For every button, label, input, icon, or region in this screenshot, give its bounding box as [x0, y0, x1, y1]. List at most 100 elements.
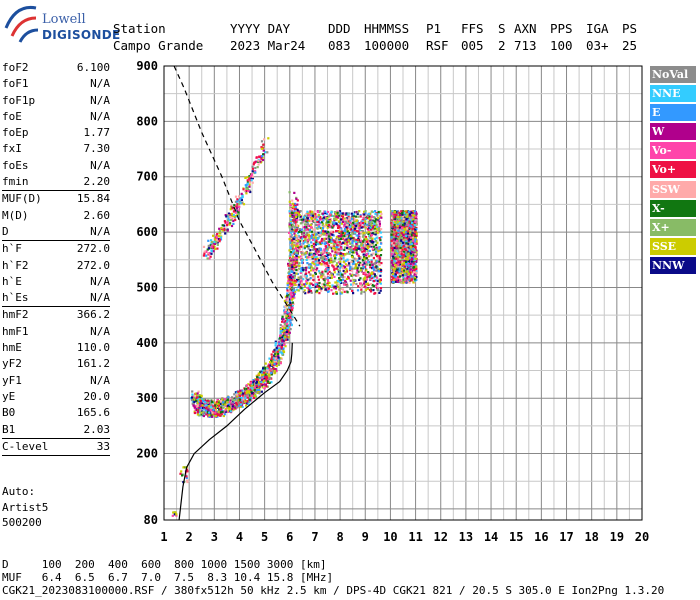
echo-point	[395, 257, 398, 260]
param-name: foF2	[2, 61, 29, 74]
echo-point	[291, 307, 294, 310]
echo-point	[342, 269, 345, 273]
echo-point	[374, 226, 377, 229]
echo-point	[397, 262, 400, 265]
echo-point	[313, 239, 316, 242]
echo-point	[351, 242, 354, 245]
echo-point	[371, 265, 374, 268]
echo-point	[403, 278, 406, 281]
echo-point	[406, 275, 409, 278]
echo-point	[295, 229, 298, 232]
echo-point	[255, 384, 258, 387]
header-label-pps: PPS	[550, 21, 573, 36]
param-name: h`F	[2, 242, 22, 256]
echo-point	[310, 241, 313, 244]
echo-point	[327, 252, 330, 255]
echo-point	[333, 215, 336, 218]
echo-point	[361, 230, 364, 233]
echo-point	[395, 211, 398, 214]
echo-point	[271, 370, 275, 373]
echo-point	[400, 210, 403, 213]
echo-point	[376, 229, 380, 232]
param-row: yF1 N/A	[2, 373, 110, 389]
y-tick-label: 700	[136, 170, 158, 184]
echo-point	[372, 284, 376, 287]
echo-point	[365, 240, 369, 243]
echo-point	[303, 246, 306, 249]
echo-point	[316, 282, 319, 285]
echo-point	[314, 259, 318, 262]
echo-point	[233, 408, 236, 411]
echo-point	[411, 230, 414, 233]
echo-point	[414, 242, 417, 245]
echo-point	[321, 233, 324, 236]
echo-point	[319, 247, 322, 250]
echo-point	[347, 218, 350, 221]
echo-point	[343, 283, 346, 286]
echo-point	[366, 276, 369, 279]
echo-point	[351, 244, 354, 247]
echo-point	[285, 316, 288, 319]
echo-point	[305, 280, 308, 283]
echo-point	[363, 285, 366, 288]
echo-point	[281, 353, 284, 356]
echo-point	[288, 255, 291, 258]
echo-point	[327, 259, 330, 262]
echo-point	[367, 259, 370, 262]
echo-point	[395, 271, 399, 274]
echo-point	[314, 271, 317, 274]
echo-point	[288, 272, 291, 275]
echo-point	[347, 215, 350, 218]
echo-point	[274, 360, 278, 363]
echo-point	[346, 291, 349, 294]
echo-point	[331, 226, 334, 229]
echo-point	[343, 246, 347, 249]
echo-point	[356, 221, 359, 224]
x-tick-label: 6	[286, 530, 293, 544]
echo-point	[326, 226, 329, 229]
echo-point	[320, 272, 323, 276]
echo-point	[408, 210, 411, 213]
echo-point	[310, 245, 313, 248]
echo-point	[356, 246, 360, 249]
echo-point	[375, 248, 378, 251]
echo-point	[401, 248, 404, 251]
echo-point	[400, 263, 403, 266]
echo-point	[361, 258, 364, 261]
echo-point	[309, 223, 312, 227]
echo-point	[374, 292, 377, 295]
echo-point	[327, 237, 330, 240]
echo-point	[367, 231, 370, 234]
echo-point	[300, 237, 304, 240]
echo-point	[348, 226, 352, 229]
echo-point	[261, 373, 264, 376]
echo-point	[319, 256, 322, 259]
echo-point	[336, 244, 339, 247]
echo-point	[277, 341, 281, 344]
echo-point	[332, 225, 335, 228]
echo-point	[359, 256, 362, 259]
echo-point	[333, 244, 336, 247]
echo-point	[336, 239, 339, 242]
echo-point	[297, 235, 300, 238]
echo-point	[408, 277, 411, 280]
echo-point	[306, 286, 309, 289]
echo-point	[410, 217, 413, 220]
echo-point	[397, 216, 400, 219]
echo-point	[339, 252, 342, 255]
echo-point	[412, 281, 415, 284]
echo-point	[396, 256, 400, 259]
echo-point	[346, 230, 349, 233]
header-value-s: 2	[498, 38, 506, 53]
echo-point	[411, 218, 414, 221]
header-values-row: Campo Grande 2023 Mar24 083 100000 RSF 0…	[113, 37, 646, 54]
echo-point	[399, 265, 402, 268]
echo-point	[349, 237, 352, 240]
echo-point	[292, 282, 295, 285]
echo-point	[411, 279, 414, 283]
echo-point	[323, 280, 326, 283]
echo-point	[401, 212, 404, 215]
echo-point	[212, 413, 215, 416]
echo-point	[280, 329, 283, 332]
echo-point	[354, 266, 357, 270]
